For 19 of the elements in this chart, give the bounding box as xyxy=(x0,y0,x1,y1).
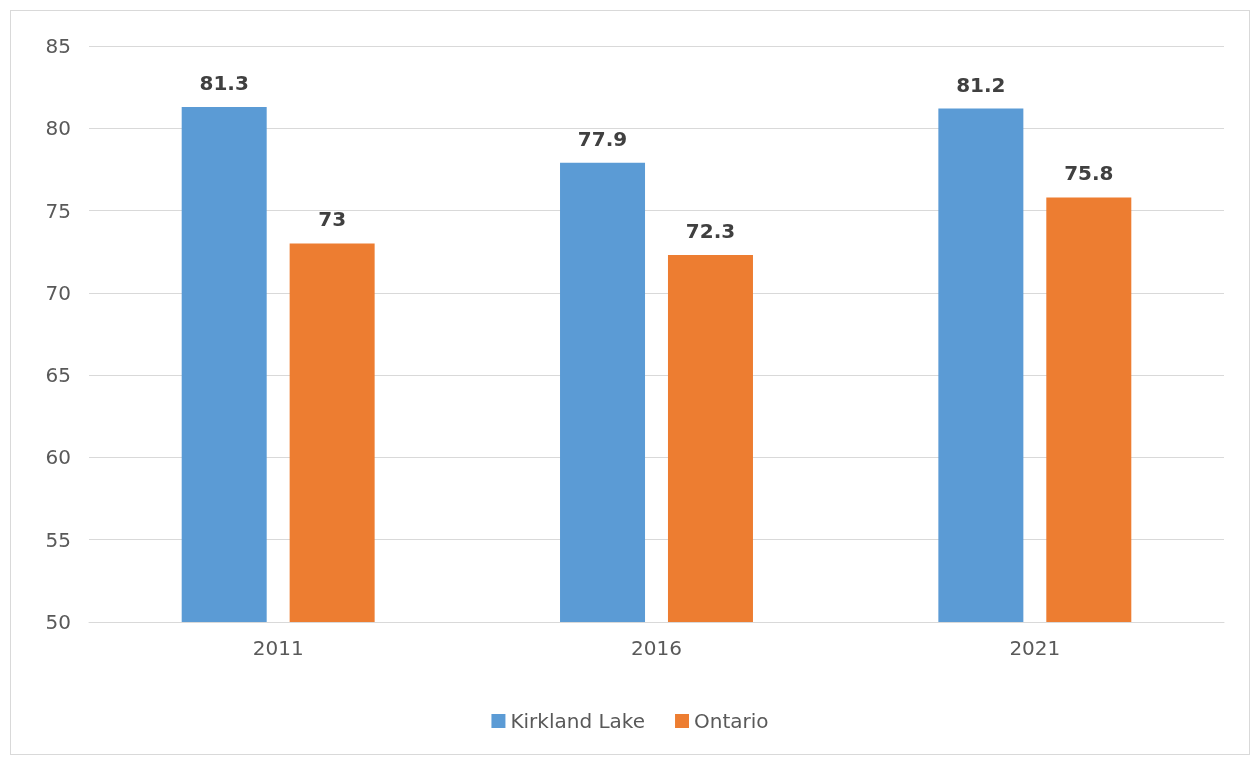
x-tick-label: 2011 xyxy=(252,636,304,660)
data-label: 73 xyxy=(318,207,347,232)
data-label: 75.8 xyxy=(1064,161,1114,186)
data-label: 77.9 xyxy=(577,126,628,151)
data-label: 81.2 xyxy=(956,72,1006,97)
x-tick-label: 2016 xyxy=(631,636,682,660)
y-tick-label: 60 xyxy=(45,445,71,470)
y-tick-label: 70 xyxy=(45,280,71,305)
y-tick-label: 75 xyxy=(45,198,71,223)
y-tick-label: 50 xyxy=(45,610,71,634)
data-label: 81.3 xyxy=(199,70,249,95)
legend-label: Ontario xyxy=(694,709,769,733)
y-tick-label: 65 xyxy=(45,363,71,388)
data-label: 72.3 xyxy=(685,219,736,244)
x-tick-label: 2021 xyxy=(1009,636,1061,660)
y-tick-label: 85 xyxy=(45,34,71,58)
y-tick-label: 80 xyxy=(45,116,71,141)
y-tick-label: 55 xyxy=(45,527,71,552)
legend-label: Kirkland Lake xyxy=(510,709,646,733)
